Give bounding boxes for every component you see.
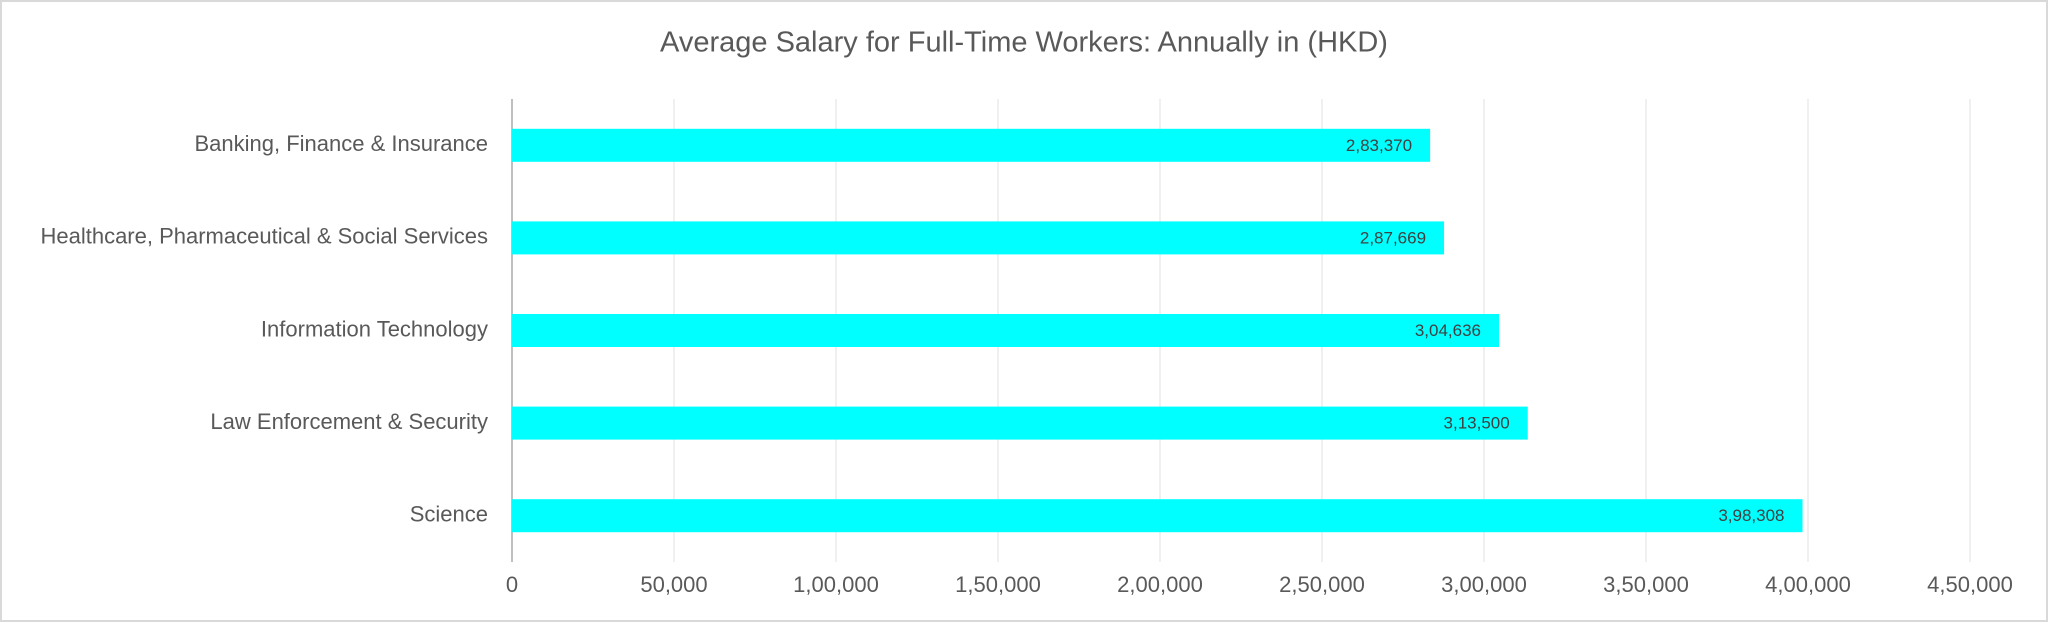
x-tick-label: 50,000	[640, 572, 707, 597]
bar	[512, 406, 1528, 440]
value-label: 2,87,669	[1360, 228, 1426, 247]
bar	[512, 314, 1500, 347]
y-tick-label: Law Enforcement & Security	[210, 409, 488, 434]
chart-title: Average Salary for Full-Time Workers: An…	[660, 27, 1388, 59]
value-label: 3,98,308	[1718, 506, 1784, 525]
x-tick-label: 3,50,000	[1603, 572, 1689, 597]
x-tick-label: 2,50,000	[1279, 572, 1365, 597]
x-tick-label: 0	[506, 572, 518, 597]
bar	[512, 221, 1445, 255]
x-tick-label: 3,00,000	[1441, 572, 1527, 597]
x-tick-label: 4,50,000	[1927, 572, 2013, 597]
y-tick-label: Information Technology	[261, 316, 488, 341]
bar	[512, 128, 1431, 162]
x-tick-label: 1,50,000	[955, 572, 1041, 597]
y-tick-label: Healthcare, Pharmaceutical & Social Serv…	[40, 224, 488, 249]
value-label: 3,13,500	[1444, 414, 1510, 433]
bar	[512, 499, 1803, 533]
x-tick-label: 1,00,000	[793, 572, 879, 597]
x-tick-label: 4,00,000	[1765, 572, 1851, 597]
y-tick-label: Banking, Finance & Insurance	[194, 131, 488, 156]
value-label: 3,04,636	[1415, 321, 1481, 340]
x-tick-label: 2,00,000	[1117, 572, 1203, 597]
y-tick-label: Science	[410, 502, 488, 527]
value-label: 2,83,370	[1346, 136, 1412, 155]
